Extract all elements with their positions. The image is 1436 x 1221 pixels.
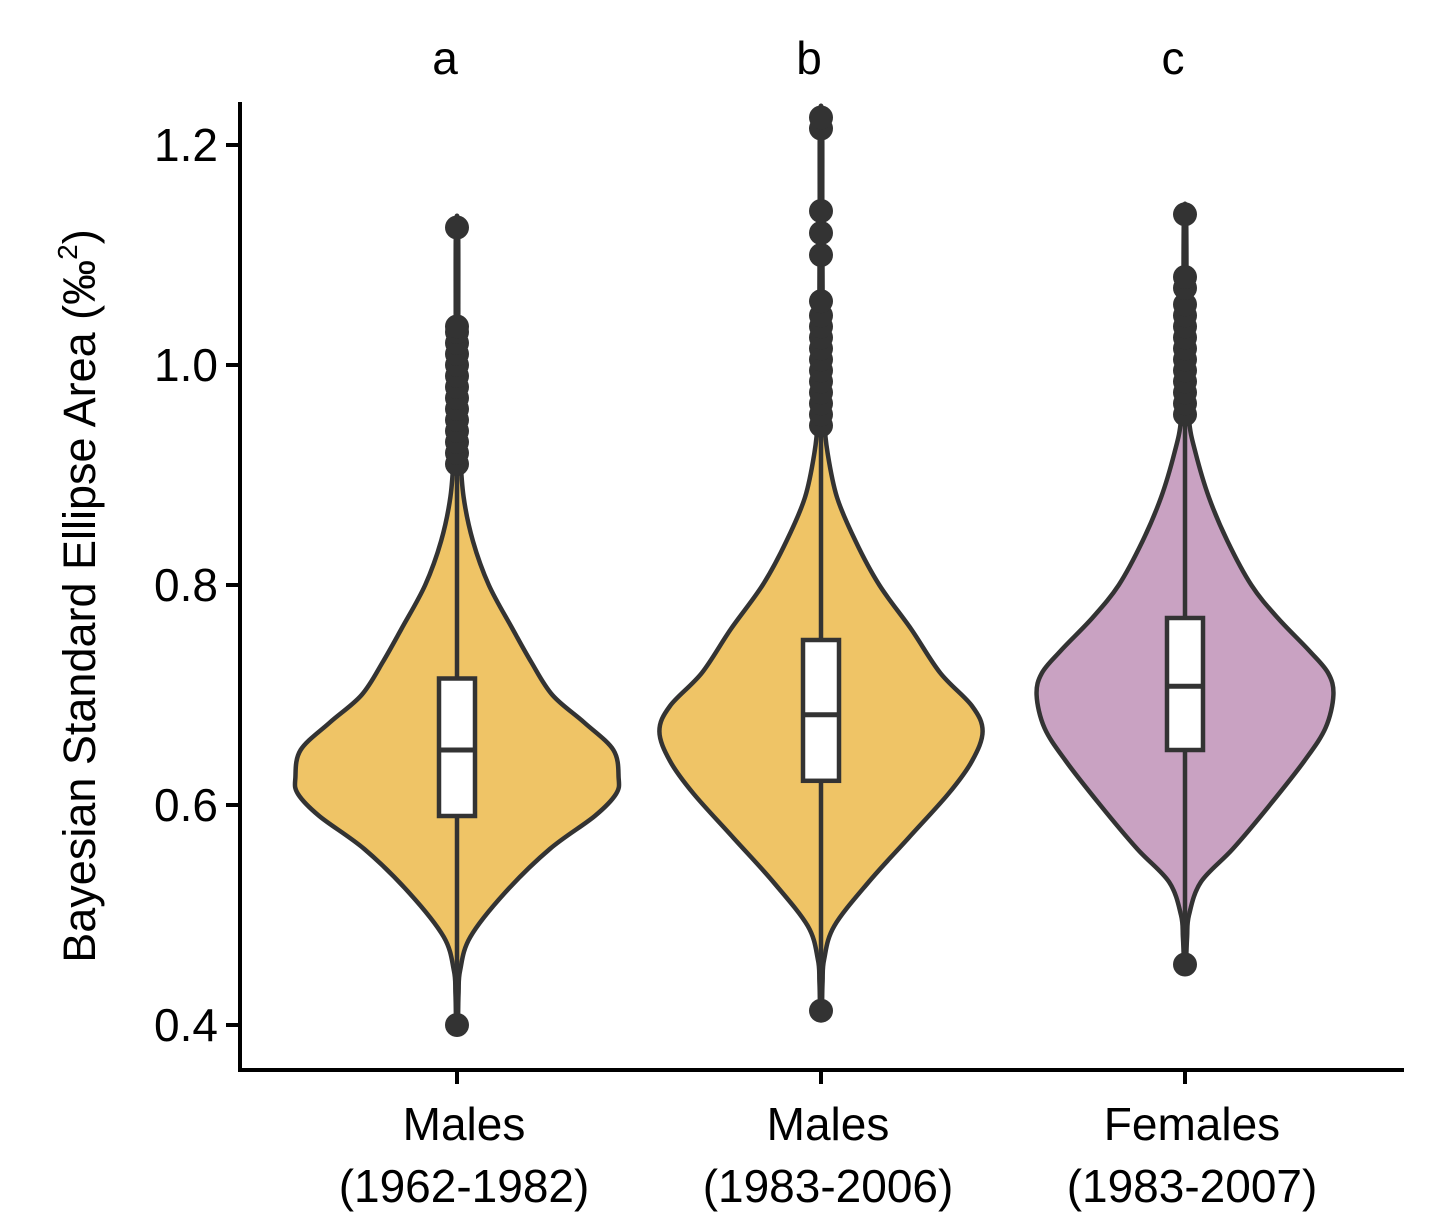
- violin-group: [292, 213, 622, 1037]
- y-tick-label: 0.8: [154, 559, 218, 611]
- y-axis-label-close: ): [54, 229, 105, 244]
- outlier-point: [809, 199, 833, 223]
- y-axis-label-superscript: 2: [52, 244, 83, 260]
- box-iqr: [436, 676, 478, 819]
- y-axis: 0.4 0.6 0.8 1.0 1.2: [154, 102, 242, 1070]
- outlier-point: [809, 243, 833, 267]
- violin-group: [657, 103, 985, 1023]
- outlier-point: [809, 289, 833, 314]
- outlier-point: [445, 314, 469, 339]
- x-tick-label-years: (1962-1982): [339, 1160, 590, 1212]
- violins: [292, 103, 1336, 1037]
- outlier-point: [1173, 202, 1197, 227]
- outlier-point: [809, 105, 833, 130]
- significance-letter: c: [1162, 32, 1185, 84]
- y-tick-label: 1.0: [154, 339, 218, 391]
- outlier-point: [445, 215, 469, 240]
- x-tick-label: Males: [767, 1098, 890, 1150]
- violin-group: [1034, 201, 1336, 977]
- y-tick-label: 0.6: [154, 779, 218, 831]
- x-tick-label: Females: [1104, 1098, 1280, 1150]
- significance-letter: a: [432, 32, 458, 84]
- significance-labels: a b c: [432, 32, 1184, 84]
- outlier-point: [1173, 292, 1197, 317]
- outlier-point: [445, 1013, 469, 1037]
- y-tick-label: 0.4: [154, 999, 218, 1051]
- y-axis-label: Bayesian Standard Ellipse Area (‰2): [52, 229, 105, 962]
- outlier-point: [1173, 952, 1197, 977]
- y-axis-label-main: Bayesian Standard Ellipse Area (‰: [54, 260, 105, 963]
- outlier-point: [809, 221, 833, 245]
- y-tick-label: 1.2: [154, 119, 218, 171]
- x-axis: Males (1962-1982) Males (1983-2006) Females (…: [238, 1068, 1404, 1212]
- outlier-point: [809, 998, 833, 1023]
- x-tick-label: Males: [403, 1098, 526, 1150]
- x-tick-label-years: (1983-2007): [1067, 1160, 1318, 1212]
- x-tick-label-years: (1983-2006): [703, 1160, 954, 1212]
- box-iqr: [800, 637, 842, 784]
- outlier-point: [1173, 265, 1197, 289]
- significance-letter: b: [796, 32, 822, 84]
